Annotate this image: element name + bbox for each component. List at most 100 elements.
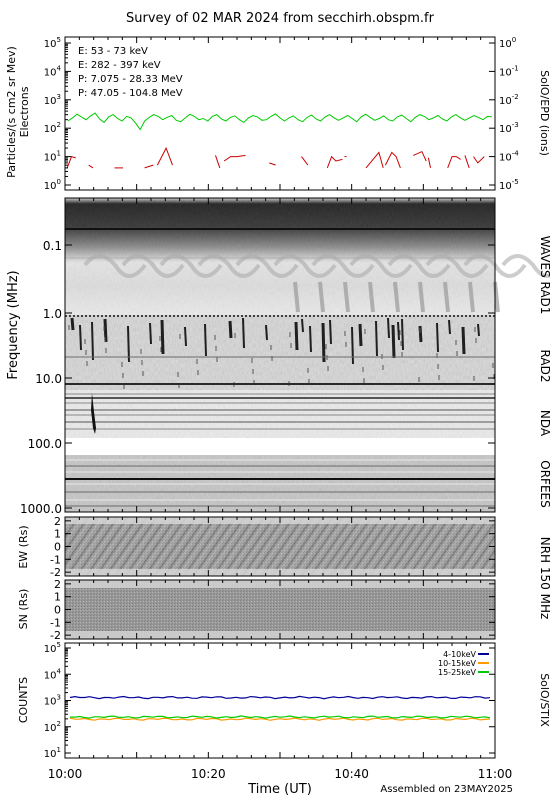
x-tick-label: 11:00 (478, 767, 513, 781)
epd-series-e-282-397-segment (144, 164, 154, 169)
nrh-ew-ylabel: EW (Rs) (17, 525, 30, 568)
nrh-ew-y-tick-label: 1 (54, 528, 61, 541)
rad2-burst (301, 318, 304, 333)
rad2-burst (401, 318, 404, 351)
rad1-burst-feature (318, 281, 325, 313)
epd-series-e-282-397-segment (269, 162, 276, 166)
x-axis-tick-labels: 10:00 10:20 10:40 11:00 (48, 767, 513, 781)
band-label-rad2: RAD2 (538, 350, 550, 383)
rad2-burst (204, 323, 207, 357)
epd-legend-entry: P: 47.05 - 104.8 MeV (78, 88, 183, 99)
nrh-sn-y-tick-label: 2 (54, 578, 61, 591)
stix-series-lines (69, 695, 491, 721)
rad2-burst (309, 325, 312, 353)
stix-ylabel: COUNTS (17, 677, 30, 723)
x-tick-label: 10:00 (48, 767, 83, 781)
epd-y2-tick-label: 10-2 (499, 93, 519, 107)
rad1-wave-feature (235, 254, 299, 278)
stix-y-tick-label: 105 (44, 641, 61, 655)
nrh-ew-y-tick-label: -1 (50, 553, 61, 566)
figure-title: Survey of 02 MAR 2024 from secchirh.obsp… (126, 11, 435, 26)
rad2-burst (70, 317, 75, 331)
rad2-burst (448, 319, 451, 335)
rad1-wave-feature (83, 254, 147, 278)
epd-y2-ticks: 10-5 10-4 10-3 10-2 10-1 100 (489, 36, 519, 192)
epd-y2-tick-label: 10-1 (499, 64, 519, 78)
nrh-ew-y-tick-label: -2 (50, 566, 61, 579)
nrh-ew-y-tick-label: 0 (54, 541, 61, 554)
rad2-burst (294, 321, 299, 351)
rad2-burst (242, 317, 245, 349)
epd-y2-tick-label: 10-3 (499, 121, 519, 135)
rad2-burst (184, 326, 187, 347)
rad2-burst (127, 325, 130, 363)
rad2-burst (329, 319, 332, 345)
epd-y2-tick-label: 100 (499, 36, 516, 50)
radio-y-ticks: 0.1 1.0 10.0 100.0 1000.0 (20, 239, 495, 516)
epd-ylabel-electrons: Electrons (18, 86, 31, 137)
stix-legend-entry: 10-15keV (438, 659, 477, 668)
rad2-burst (91, 321, 94, 361)
rad1-burst-feature (368, 281, 375, 313)
stix-series-2 (70, 715, 491, 719)
band-label-nda: NDA (538, 410, 550, 437)
epd-legend: E: 53 - 73 keV E: 282 - 397 keV P: 7.075 -… (78, 46, 183, 99)
epd-y2-tick-label: 10-4 (499, 150, 519, 164)
radio-y-tick-label: 1000.0 (20, 502, 62, 516)
epd-series-e-282-397-segment (447, 156, 461, 169)
epd-y-tick-label: 105 (44, 36, 61, 50)
rad2-burst (387, 317, 390, 339)
band-label-orfees: ORFEES (538, 460, 550, 507)
rad1-burst-feature (293, 281, 300, 313)
rad2-burst (103, 318, 108, 343)
rad2-burst (358, 323, 363, 347)
radio-y-tick-label: 1.0 (43, 307, 62, 321)
stix-series-1 (69, 717, 491, 721)
nrh-sn-y-tick-label: -1 (50, 616, 61, 629)
epd-y-tick-label: 103 (44, 93, 61, 107)
epd-series-e-282-397-segment (301, 156, 309, 166)
rad2-burst (79, 324, 82, 351)
stix-series-0 (69, 695, 491, 700)
nrh-sn-y-tick-label: 0 (54, 604, 61, 617)
rad1-wave-feature (121, 254, 185, 278)
rad1-wave-feature (349, 254, 413, 278)
epd-series-e-282-397-segment (384, 151, 401, 169)
epd-series-e-282-397-segment (223, 154, 246, 162)
rad2-burst (228, 320, 233, 339)
rad1-burst-feature (343, 281, 350, 313)
rad1-wave-feature (273, 254, 337, 278)
rad2-burst (375, 320, 378, 357)
epd-y-tick-label: 100 (44, 178, 61, 192)
stix-right-label: SolO/STIX (538, 673, 550, 727)
epd-series-e-282-397-segment (326, 155, 343, 169)
rad2-burst (436, 322, 439, 353)
nrh-sn-ylabel: SN (Rs) (17, 589, 30, 630)
radio-y-tick-label: 0.1 (43, 239, 62, 253)
nrh-sn-y-tick-label: -2 (50, 629, 61, 642)
rad2-burst (391, 324, 396, 359)
x-axis-ticks (64, 37, 496, 758)
rad1-burst-feature (443, 281, 450, 313)
epd-legend-entry: P: 7.075 - 28.33 MeV (78, 74, 183, 85)
x-tick-label: 10:20 (191, 767, 226, 781)
rad2-burst (477, 323, 480, 337)
stix-legend-entry: 15-25keV (438, 668, 477, 677)
epd-series-lines (66, 112, 493, 169)
stix-y-ticks: 101 102 103 104 105 (44, 641, 495, 760)
epd-series-e-282-397-segment (66, 155, 76, 169)
nrh-right-label: NRH 150 MHz (538, 537, 550, 620)
radio-ylabel: Frequency (MHz) (6, 270, 21, 379)
rad1-wave-feature (311, 254, 375, 278)
rad1-wave-feature (387, 254, 451, 278)
rad2-burst (351, 326, 354, 365)
epd-series-e-282-397-segment (413, 150, 427, 162)
epd-y-tick-label: 104 (44, 64, 62, 78)
